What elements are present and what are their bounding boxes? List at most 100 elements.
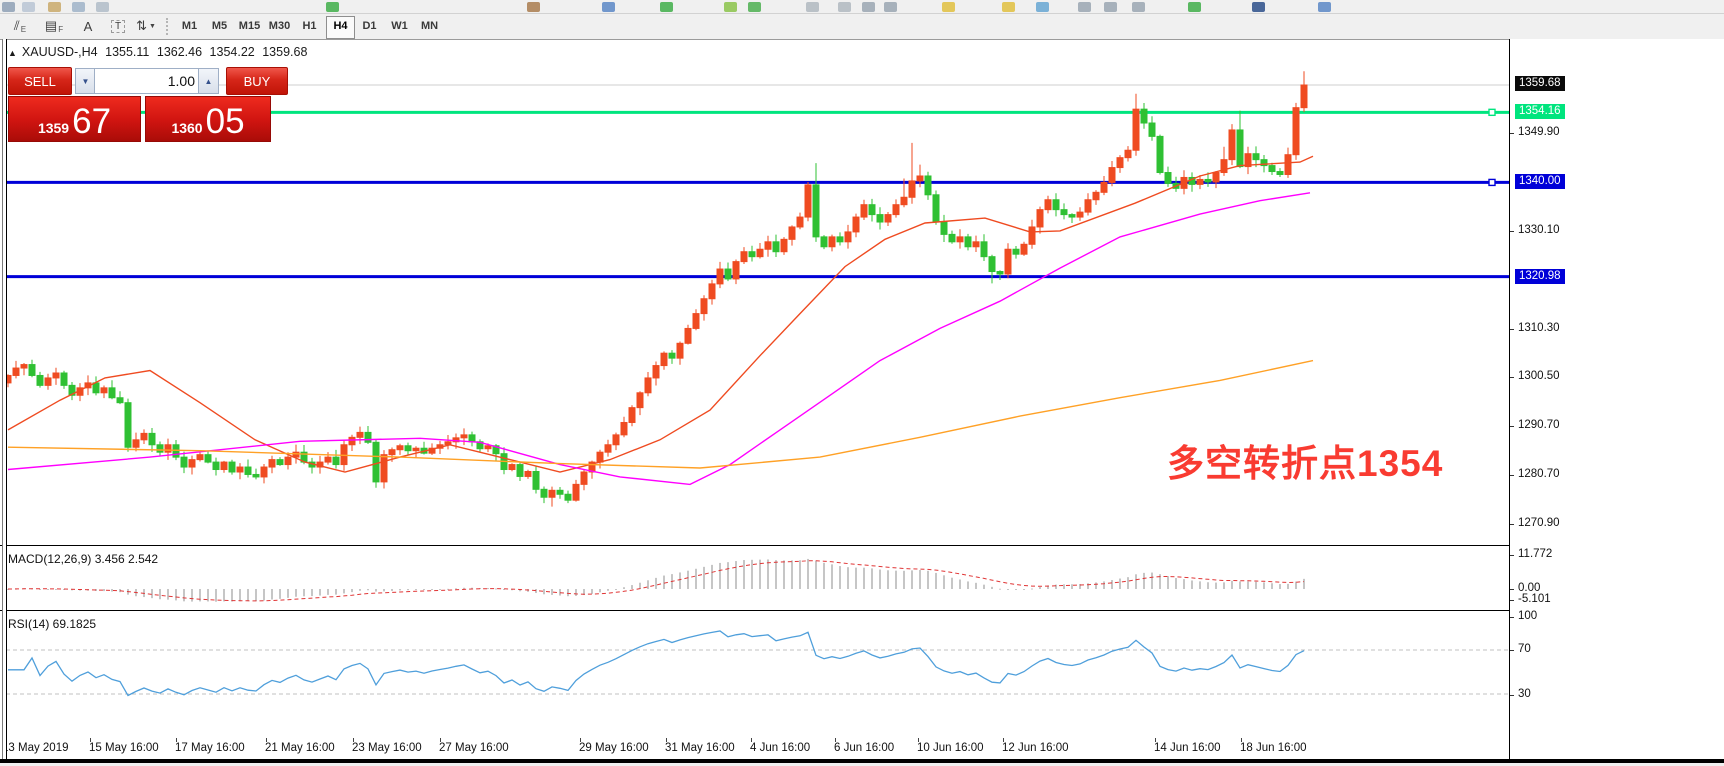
- toolbar-icon-fragment[interactable]: [2, 2, 15, 12]
- toolbar-icon-fragment[interactable]: [1132, 2, 1145, 12]
- timeframe-button-w1[interactable]: W1: [391, 20, 408, 32]
- candle-body: [844, 231, 852, 243]
- toolbar-icon-fragment[interactable]: [22, 2, 35, 12]
- toolbar-icon-fragment[interactable]: [1002, 2, 1015, 12]
- timeframe-button-mn[interactable]: MN: [420, 20, 439, 32]
- equidistant-channel-icon[interactable]: ⫽ E: [13, 18, 27, 34]
- toolbar-icon-fragment[interactable]: [884, 2, 897, 12]
- candle-body: [1284, 154, 1292, 175]
- macd-histogram-bar: [567, 589, 569, 597]
- macd-histogram-bar: [679, 572, 681, 589]
- toolbar-icon-fragment[interactable]: [1318, 2, 1331, 12]
- time-axis[interactable]: 13 May 2019 15 May 16:00 17 May 16:00 21 Ma…: [0, 738, 1509, 759]
- toolbar-icon-fragment[interactable]: [724, 2, 737, 12]
- candle-body: [20, 364, 28, 369]
- timeframe-button-d1[interactable]: D1: [362, 20, 377, 32]
- toolbar-icon-fragment[interactable]: [806, 2, 819, 12]
- macd-histogram-bar: [487, 588, 489, 590]
- candle-body: [372, 441, 380, 483]
- macd-histogram-bar: [975, 582, 977, 589]
- main-chart-panel[interactable]: ▲ XAUUSD-,H4 1355.11 1362.46 1354.22 1359…: [0, 39, 1509, 546]
- macd-histogram-bar: [727, 562, 729, 589]
- text-label-icon[interactable]: T: [106, 16, 130, 36]
- timeframe-button-m30[interactable]: M30: [268, 20, 291, 32]
- toolbar-icon-fragment[interactable]: [48, 2, 61, 12]
- icon-subscript: F: [58, 24, 64, 34]
- price-axis[interactable]: 1359.68 1354.16 1349.90 1340.00 1330.10 1320.…: [1509, 39, 1724, 759]
- dropdown-caret-icon[interactable]: ▼: [148, 22, 156, 30]
- volume-input[interactable]: [94, 68, 202, 94]
- buy-price-display[interactable]: 1360 05: [145, 96, 271, 142]
- macd-histogram-bar: [807, 558, 809, 589]
- time-axis-label: 31 May 16:00: [665, 742, 735, 754]
- line-handle[interactable]: [1488, 108, 1496, 117]
- toolbar-icon-fragment[interactable]: [862, 2, 875, 12]
- candle-body: [1132, 108, 1140, 151]
- candle-body: [140, 432, 148, 441]
- toolbar-grip[interactable]: [166, 18, 171, 35]
- candle-body: [1124, 149, 1132, 159]
- line-handle[interactable]: [1488, 178, 1496, 187]
- candle-body: [260, 466, 268, 478]
- candle-body: [652, 365, 660, 379]
- candle-body: [132, 439, 140, 448]
- candle-body: [1044, 199, 1052, 211]
- collapse-arrow-icon[interactable]: ▲: [8, 48, 17, 58]
- macd-histogram-bar: [967, 581, 969, 589]
- high-value: 1362.46: [156, 45, 203, 59]
- price-axis-label-1310.30: 1310.30: [1518, 322, 1560, 334]
- macd-histogram-bar: [175, 589, 177, 601]
- toolbar-icon-fragment[interactable]: [660, 2, 673, 12]
- arrows-icon[interactable]: ⇅ ▼: [136, 18, 156, 33]
- sell-price-pips: 67: [72, 102, 112, 141]
- macd-histogram-bar: [1039, 587, 1041, 589]
- volume-decrease-button[interactable]: ▼: [75, 68, 96, 94]
- candle-body: [932, 194, 940, 223]
- toolbar-icon-fragment[interactable]: [1104, 2, 1117, 12]
- macd-histogram-bar: [55, 589, 57, 590]
- candle-body: [1068, 214, 1076, 218]
- timeframe-button-h1[interactable]: H1: [302, 20, 317, 32]
- text-label-glyph: T: [110, 19, 126, 33]
- buy-button[interactable]: BUY: [226, 67, 288, 95]
- price-axis-label-1340.00: 1340.00: [1515, 174, 1565, 189]
- candle-body: [396, 445, 404, 451]
- timeframe-button-m1[interactable]: M1: [181, 20, 198, 32]
- macd-signal-line: [7, 560, 1305, 602]
- open-value: 1355.11: [105, 45, 150, 59]
- toolbar-icon-fragment[interactable]: [602, 2, 615, 12]
- timeframe-button-m15[interactable]: M15: [238, 20, 261, 32]
- toolbar-icon-fragment[interactable]: [1252, 2, 1265, 12]
- macd-histogram-bar: [231, 589, 233, 602]
- price-axis-label-1359.68: 1359.68: [1515, 76, 1565, 91]
- time-axis-label: 17 May 16:00: [175, 742, 245, 754]
- toolbar-icon-fragment[interactable]: [1078, 2, 1091, 12]
- macd-histogram-bar: [39, 589, 41, 590]
- candle-body: [1076, 211, 1084, 218]
- toolbar-icon-fragment[interactable]: [326, 2, 339, 12]
- time-axis-tick: [353, 738, 354, 742]
- price-axis-label-1300.50: 1300.50: [1518, 370, 1560, 382]
- toolbar-icon-fragment[interactable]: [748, 2, 761, 12]
- text-icon[interactable]: A: [83, 18, 93, 34]
- macd-histogram-bar: [327, 589, 329, 595]
- candle-body: [900, 196, 908, 206]
- sell-price-display[interactable]: 1359 67: [8, 96, 141, 142]
- toolbar-icon-fragment[interactable]: [838, 2, 851, 12]
- macd-indicator-panel: MACD(12,26,9) 3.456 2.542: [0, 549, 1509, 610]
- macd-histogram-bar: [839, 566, 841, 589]
- toolbar-icon-fragment[interactable]: [527, 2, 540, 12]
- timeframe-button-h4[interactable]: H4: [326, 16, 355, 39]
- timeframe-button-m5[interactable]: M5: [211, 20, 228, 32]
- toolbar-icon-fragment[interactable]: [1188, 2, 1201, 12]
- toolbar-icon-fragment[interactable]: [1036, 2, 1049, 12]
- time-axis-tick: [580, 738, 581, 742]
- fibonacci-retracement-icon[interactable]: ▤ F: [44, 18, 64, 34]
- sell-button[interactable]: SELL: [8, 67, 72, 95]
- macd-histogram-bar: [695, 568, 697, 589]
- toolbar-icon-fragment[interactable]: [942, 2, 955, 12]
- toolbar-icon-fragment[interactable]: [72, 2, 85, 12]
- candle-body: [52, 372, 60, 379]
- volume-increase-button[interactable]: ▲: [198, 68, 219, 94]
- toolbar-icon-fragment[interactable]: [96, 2, 109, 12]
